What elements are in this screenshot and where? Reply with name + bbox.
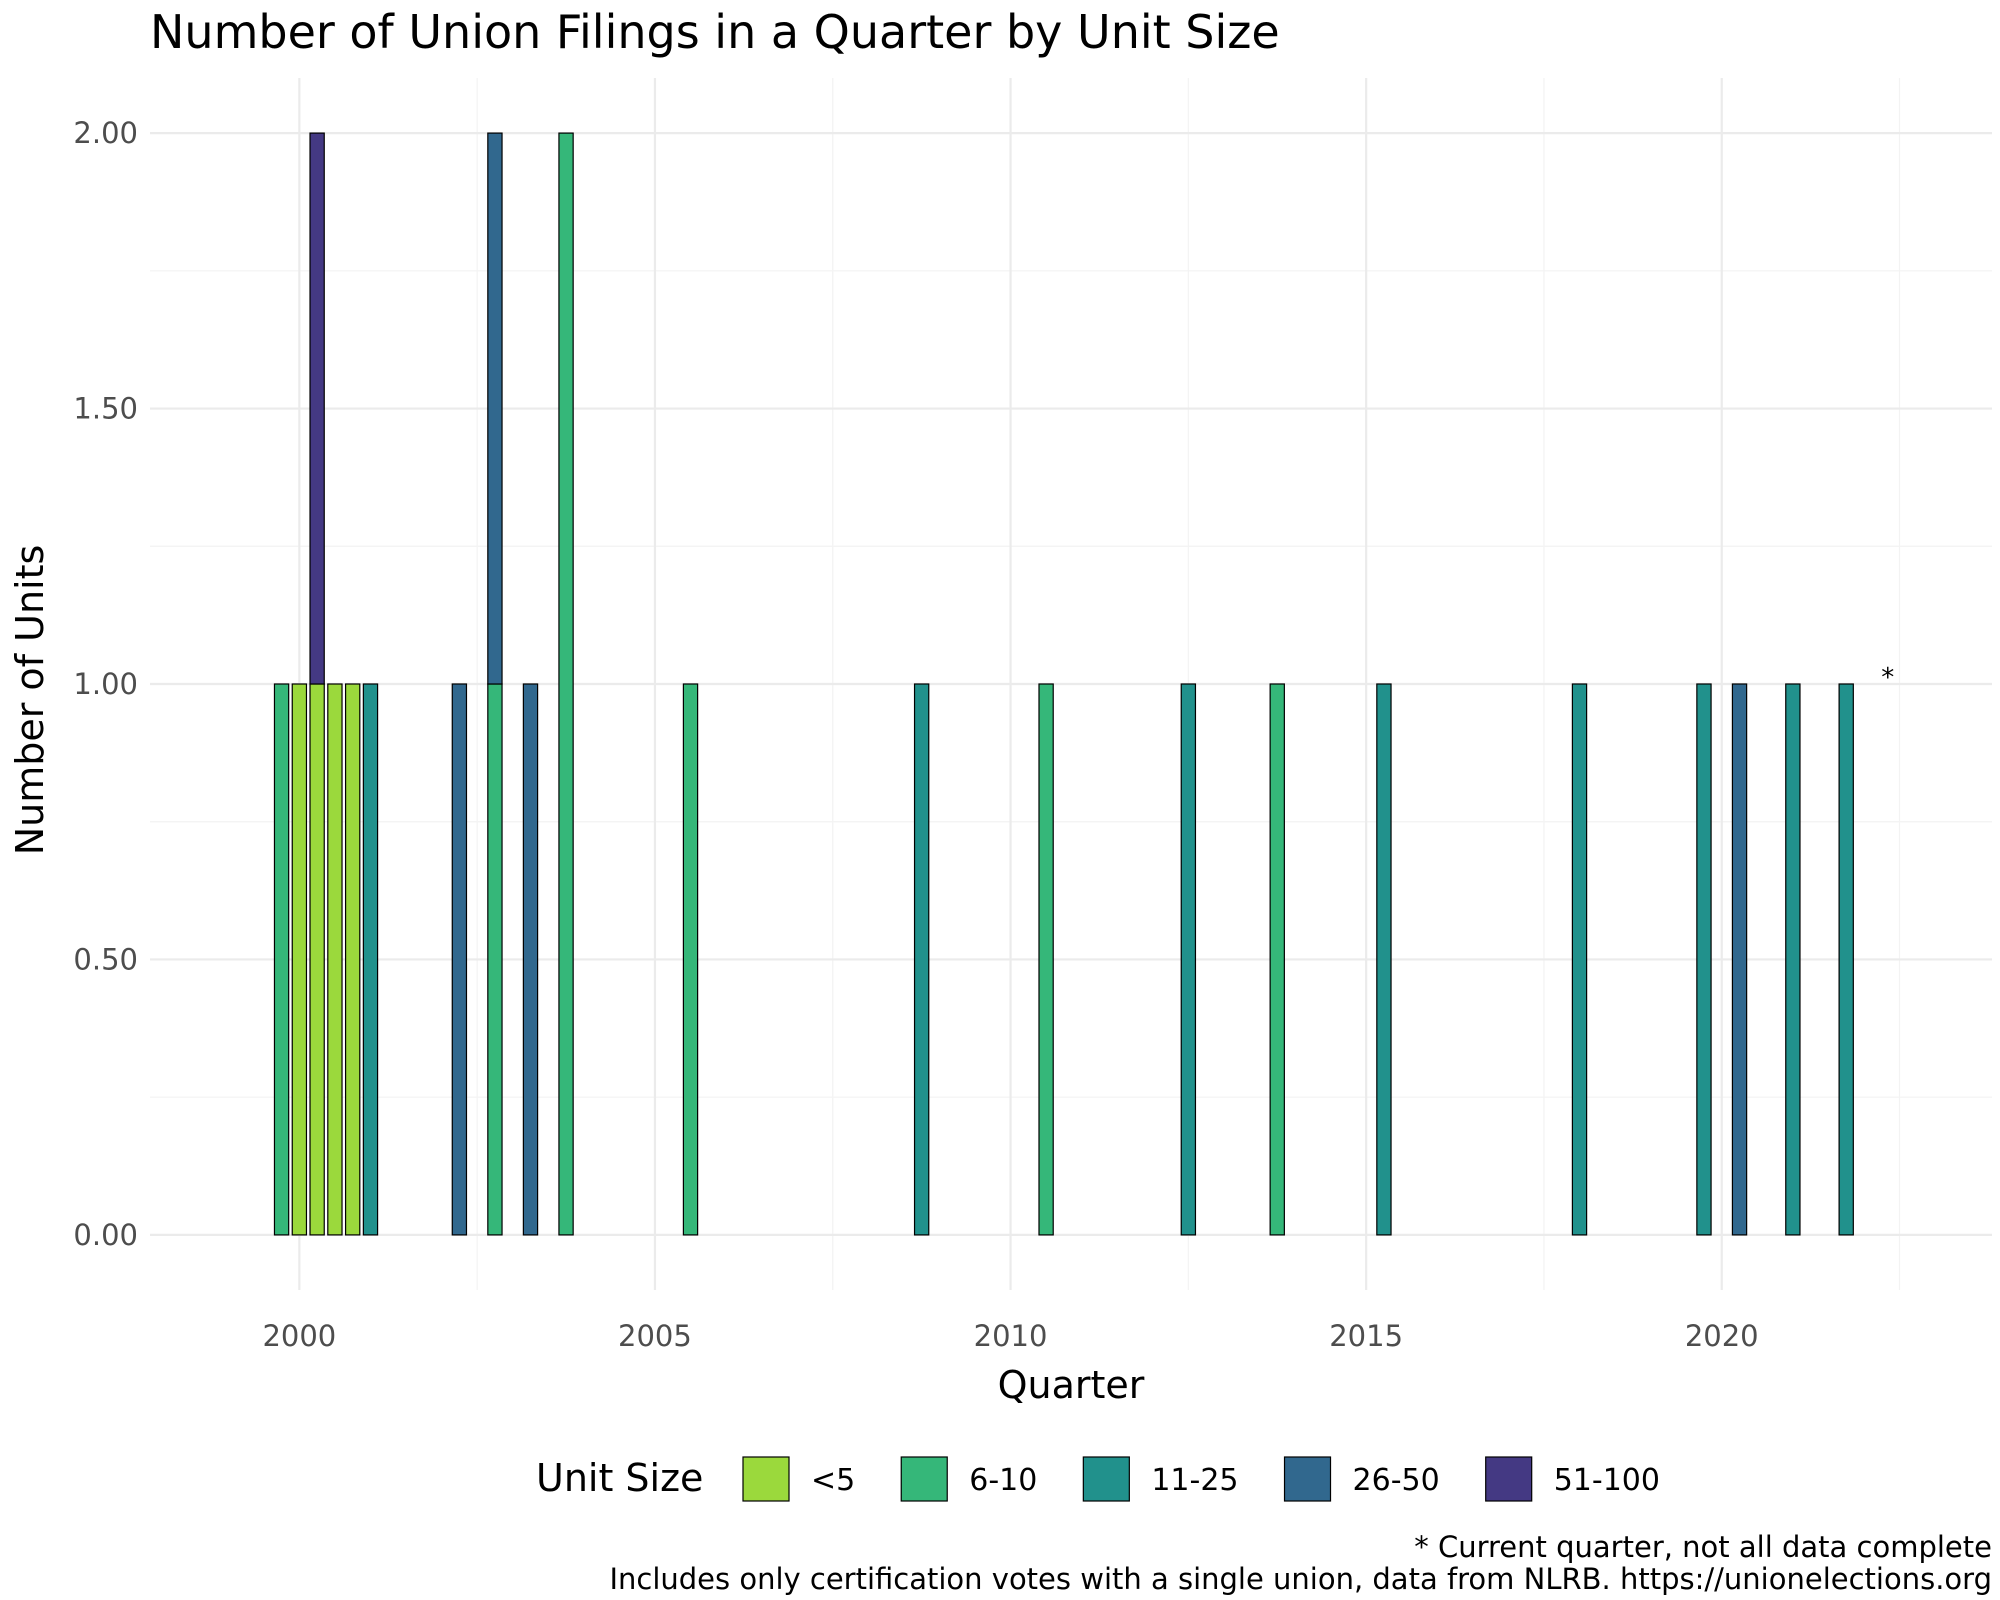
- bar-segment: [487, 132, 503, 685]
- bar-segment: [1731, 683, 1748, 1236]
- y-tick-label: 1.00: [73, 667, 138, 701]
- bar-segment: [451, 683, 468, 1236]
- bar-segment: [1376, 683, 1392, 1236]
- bar-segment: [1038, 683, 1054, 1236]
- legend-items: <5 6-10 11-25 26-50 51-100: [742, 1456, 1660, 1502]
- bar-segment: [309, 132, 325, 685]
- y-tick-label: 2.00: [73, 116, 138, 150]
- bar-segment: [344, 683, 361, 1236]
- bar-segment: [682, 683, 699, 1236]
- legend-item: 6-10: [900, 1456, 1037, 1502]
- chart-title: Number of Union Filings in a Quarter by …: [150, 5, 1280, 59]
- y-tick-label: 0.00: [73, 1218, 138, 1252]
- bar-segment: [1571, 683, 1588, 1236]
- legend-label: 6-10: [969, 1463, 1037, 1498]
- legend-item: <5: [742, 1456, 855, 1502]
- bar-segment: [487, 683, 503, 1236]
- x-tick-label: 2020: [1685, 1319, 1759, 1353]
- bar-segment: [522, 683, 539, 1236]
- legend-key: [1082, 1456, 1130, 1502]
- y-axis-tick-labels: 0.00 0.50 1.00 1.50 2.00: [73, 116, 138, 1252]
- legend-label: 51-100: [1554, 1463, 1660, 1498]
- y-axis-title: Number of Units: [8, 545, 52, 856]
- legend-item: 11-25: [1082, 1456, 1239, 1502]
- caption-line-1: * Current quarter, not all data complete: [1414, 1530, 1992, 1564]
- bar-segment: [362, 683, 379, 1236]
- legend-key: [742, 1456, 790, 1502]
- legend-label: <5: [811, 1463, 855, 1498]
- legend-key: [1283, 1456, 1332, 1502]
- bar-segment: [309, 683, 325, 1236]
- legend-key: [1485, 1456, 1533, 1502]
- caption-line-2: Includes only certification votes with a…: [609, 1562, 1992, 1596]
- x-axis-tick-labels: 2000 2005 2010 2015 2020: [262, 1319, 1758, 1353]
- bar-segment: [1838, 683, 1854, 1236]
- bars: [273, 132, 1854, 1236]
- legend-item: 51-100: [1485, 1456, 1660, 1502]
- legend-title: Unit Size: [536, 1456, 703, 1500]
- x-tick-label: 2015: [1329, 1319, 1403, 1353]
- bar-segment: [327, 683, 343, 1236]
- y-tick-label: 0.50: [73, 942, 138, 976]
- bar-segment: [1696, 683, 1712, 1236]
- x-tick-label: 2005: [618, 1319, 692, 1353]
- bar-segment: [558, 132, 574, 1236]
- bar-segment: [273, 683, 290, 1236]
- star-annotation: *: [1881, 663, 1894, 693]
- bar-segment: [913, 683, 930, 1236]
- major-gridlines: [150, 78, 1992, 1290]
- bar-segment: [1269, 683, 1285, 1236]
- bar-segment: [1785, 683, 1801, 1236]
- legend-label: 26-50: [1353, 1463, 1440, 1498]
- legend-key: [900, 1456, 948, 1502]
- legend: Unit Size <5 6-10 11-25 26-50 51-100: [536, 1456, 1660, 1502]
- x-axis-title: Quarter: [998, 1363, 1145, 1407]
- bar-segment: [1180, 683, 1197, 1236]
- y-tick-label: 1.50: [73, 392, 138, 426]
- bar-segment: [291, 683, 308, 1236]
- x-tick-label: 2010: [974, 1319, 1048, 1353]
- x-tick-label: 2000: [262, 1319, 336, 1353]
- legend-label: 11-25: [1151, 1463, 1238, 1498]
- legend-item: 26-50: [1283, 1456, 1440, 1502]
